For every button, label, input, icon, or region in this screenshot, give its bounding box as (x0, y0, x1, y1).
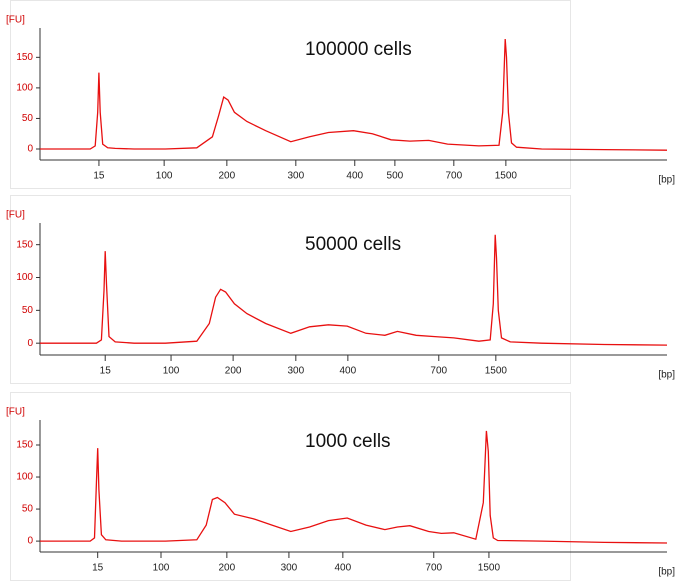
y-tick-label: 100 (16, 472, 33, 483)
y-tick-label: 0 (27, 536, 33, 547)
x-tick-label: 15 (93, 171, 105, 182)
x-tick-label: 100 (153, 563, 170, 574)
x-tick-label: 700 (430, 366, 447, 377)
x-axis-label: [bp] (658, 567, 675, 578)
y-tick-label: 100 (16, 272, 33, 283)
y-tick-label: 50 (22, 305, 34, 316)
y-tick-label: 150 (16, 239, 33, 250)
x-tick-label: 400 (340, 366, 357, 377)
x-tick-label: 100 (156, 171, 173, 182)
y-tick-label: 0 (27, 338, 33, 349)
y-tick-label: 150 (16, 52, 33, 63)
x-tick-label: 1500 (495, 171, 518, 182)
x-tick-label: 300 (287, 366, 304, 377)
y-tick-label: 150 (16, 440, 33, 451)
y-axis-label: [FU] (6, 15, 25, 26)
y-tick-label: 50 (22, 113, 34, 124)
y-tick-label: 100 (16, 83, 33, 94)
x-tick-label: 200 (219, 563, 236, 574)
y-tick-label: 50 (22, 504, 34, 515)
x-tick-label: 300 (287, 171, 304, 182)
x-tick-label: 15 (92, 563, 104, 574)
x-tick-label: 400 (346, 171, 363, 182)
x-tick-label: 700 (425, 563, 442, 574)
panel-title: 100000 cells (305, 39, 412, 60)
y-tick-label: 0 (27, 144, 33, 155)
x-tick-label: 100 (163, 366, 180, 377)
x-tick-label: 700 (445, 171, 462, 182)
trace-line (40, 234, 668, 346)
panel-frame (10, 0, 571, 189)
panel-frame (10, 195, 571, 384)
x-tick-label: 500 (387, 171, 404, 182)
x-tick-label: 200 (219, 171, 236, 182)
x-axis-label: [bp] (658, 175, 675, 186)
x-tick-label: 400 (334, 563, 351, 574)
x-tick-label: 1500 (478, 563, 501, 574)
x-tick-label: 15 (100, 366, 112, 377)
x-axis-label: [bp] (658, 370, 675, 381)
y-axis-label: [FU] (6, 407, 25, 418)
trace-line (40, 430, 668, 544)
x-tick-label: 1500 (485, 366, 508, 377)
panel-title: 1000 cells (305, 431, 391, 452)
y-axis-label: [FU] (6, 210, 25, 221)
trace-line (40, 38, 668, 151)
x-tick-label: 200 (225, 366, 242, 377)
panel-title: 50000 cells (305, 234, 401, 255)
x-tick-label: 300 (281, 563, 298, 574)
